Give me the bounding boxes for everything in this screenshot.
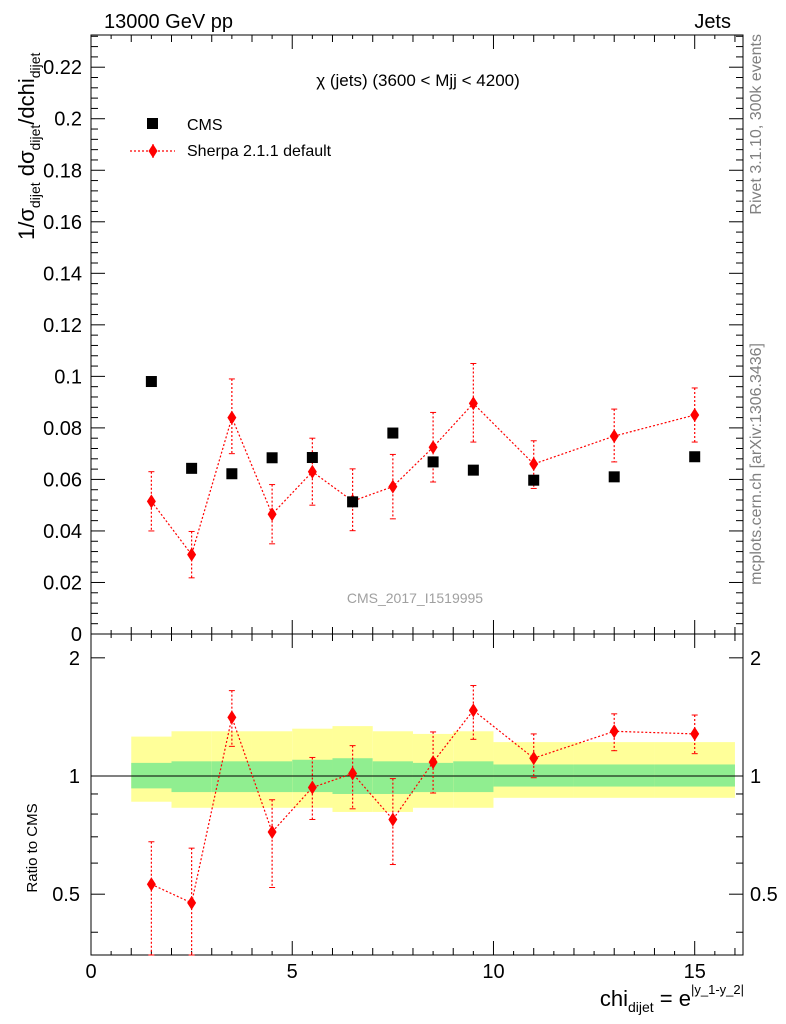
ratio-y-tick-label-right: 1 <box>750 766 761 788</box>
main-y-tick-label: 0.2 <box>54 109 82 131</box>
legend-sherpa-label: Sherpa 2.1.1 default <box>187 143 332 160</box>
inner-band-bin <box>453 761 494 793</box>
main-y-tick-label: 0 <box>71 624 82 646</box>
cms-point <box>226 468 238 480</box>
sherpa-point <box>428 440 438 455</box>
sherpa-point <box>187 547 197 562</box>
ratio-frame <box>90 633 744 956</box>
sherpa-point <box>307 464 317 479</box>
ratio-sherpa-point <box>529 751 539 766</box>
x-tick-label: 0 <box>85 961 96 983</box>
sherpa-point <box>146 494 156 509</box>
ratio-sherpa-point <box>428 755 438 770</box>
legend-cms-label: CMS <box>187 117 223 134</box>
inner-band-bin <box>211 761 252 793</box>
main-y-tick-label: 0.04 <box>43 521 82 543</box>
sherpa-point <box>690 408 700 423</box>
sherpa-line <box>150 402 695 556</box>
main-y-tick-label: 0.12 <box>43 315 82 337</box>
cms-point <box>608 471 620 483</box>
cms-point <box>689 451 701 463</box>
main-y-tick-label: 0.06 <box>43 469 82 491</box>
ratio-sherpa-point <box>187 895 197 910</box>
cms-point <box>347 496 359 508</box>
cms-point <box>528 474 540 486</box>
inner-band-bin <box>171 761 212 793</box>
main-y-tick-label: 0.02 <box>43 572 82 594</box>
cms-point <box>387 427 399 439</box>
cms-point <box>266 452 278 464</box>
cms-point <box>145 376 157 388</box>
ratio-sherpa-point <box>267 825 277 840</box>
ratio-axes: 0 5 10 15 0.5 0.5 1 1 2 2 <box>52 633 778 983</box>
ratio-sherpa-line <box>151 709 695 904</box>
ratio-y-axis-label: Ratio to CMS <box>24 803 41 892</box>
ratio-sherpa-point <box>468 703 478 718</box>
ratio-y-tick-label: 1 <box>69 766 80 788</box>
ratio-y-tick-label: 2 <box>69 648 80 670</box>
plot-title: χ (jets) (3600 < Mjj < 4200) <box>316 71 520 90</box>
legend-sherpa-marker <box>148 144 158 158</box>
main-y-tick-label: 0.1 <box>54 366 82 388</box>
x-axis-label: chidijet = e|y_1-y_2| <box>600 982 744 1015</box>
header-left: 13000 GeV pp <box>104 11 233 33</box>
cms-point <box>427 456 439 468</box>
sherpa-point <box>468 396 478 411</box>
ratio-sherpa-point <box>690 726 700 741</box>
inner-band-bin <box>251 761 293 793</box>
ratio-sherpa-point <box>348 766 358 781</box>
inner-band-bin <box>372 761 413 794</box>
cms-point <box>306 452 318 464</box>
sherpa-point <box>388 479 398 494</box>
cms-point <box>186 462 198 474</box>
sherpa-point <box>227 410 237 425</box>
mcplots-label: mcplots.cern.ch [arXiv:1306.3436] <box>748 343 765 585</box>
main-y-tick-label: 0.18 <box>43 160 82 182</box>
sherpa-point <box>609 429 619 444</box>
ratio-y-tick-label-right: 2 <box>750 648 761 670</box>
legend: CMS Sherpa 2.1.1 default <box>130 117 332 160</box>
x-tick-label: 15 <box>684 961 706 983</box>
x-tick-label: 10 <box>482 961 504 983</box>
main-y-tick-label: 0.08 <box>43 418 82 440</box>
cms-point <box>467 464 479 476</box>
sherpa-point <box>529 456 539 471</box>
main-y-tick-label: 0.16 <box>43 212 82 234</box>
ratio-data-layer <box>146 685 700 956</box>
ratio-y-tick-label-right: 0.5 <box>750 884 778 906</box>
analysis-watermark: CMS_2017_I1519995 <box>347 590 483 606</box>
ratio-sherpa-point <box>146 877 156 892</box>
main-data-layer <box>145 362 701 579</box>
ratio-sherpa-point <box>227 710 237 725</box>
main-y-tick-label: 0.14 <box>43 263 82 285</box>
main-y-tick-label: 0.22 <box>43 57 82 79</box>
legend-cms-marker <box>147 118 158 129</box>
main-y-axis-label: 1/σdijet dσdijet/dchidijet <box>14 52 43 240</box>
ratio-sherpa-point <box>307 780 317 795</box>
ratio-y-tick-label: 0.5 <box>52 884 80 906</box>
main-axes: 0 0.02 0.04 0.06 0.08 0.1 0.12 0.14 0.16 0.18 0.2 0… <box>43 34 744 646</box>
x-tick-label: 5 <box>287 961 298 983</box>
ratio-sherpa-point <box>609 724 619 739</box>
ratio-sherpa-point <box>388 812 398 827</box>
rivet-label: Rivet 3.1.10, 300k events <box>748 34 765 215</box>
sherpa-point <box>267 507 277 522</box>
header-right: Jets <box>694 11 731 33</box>
